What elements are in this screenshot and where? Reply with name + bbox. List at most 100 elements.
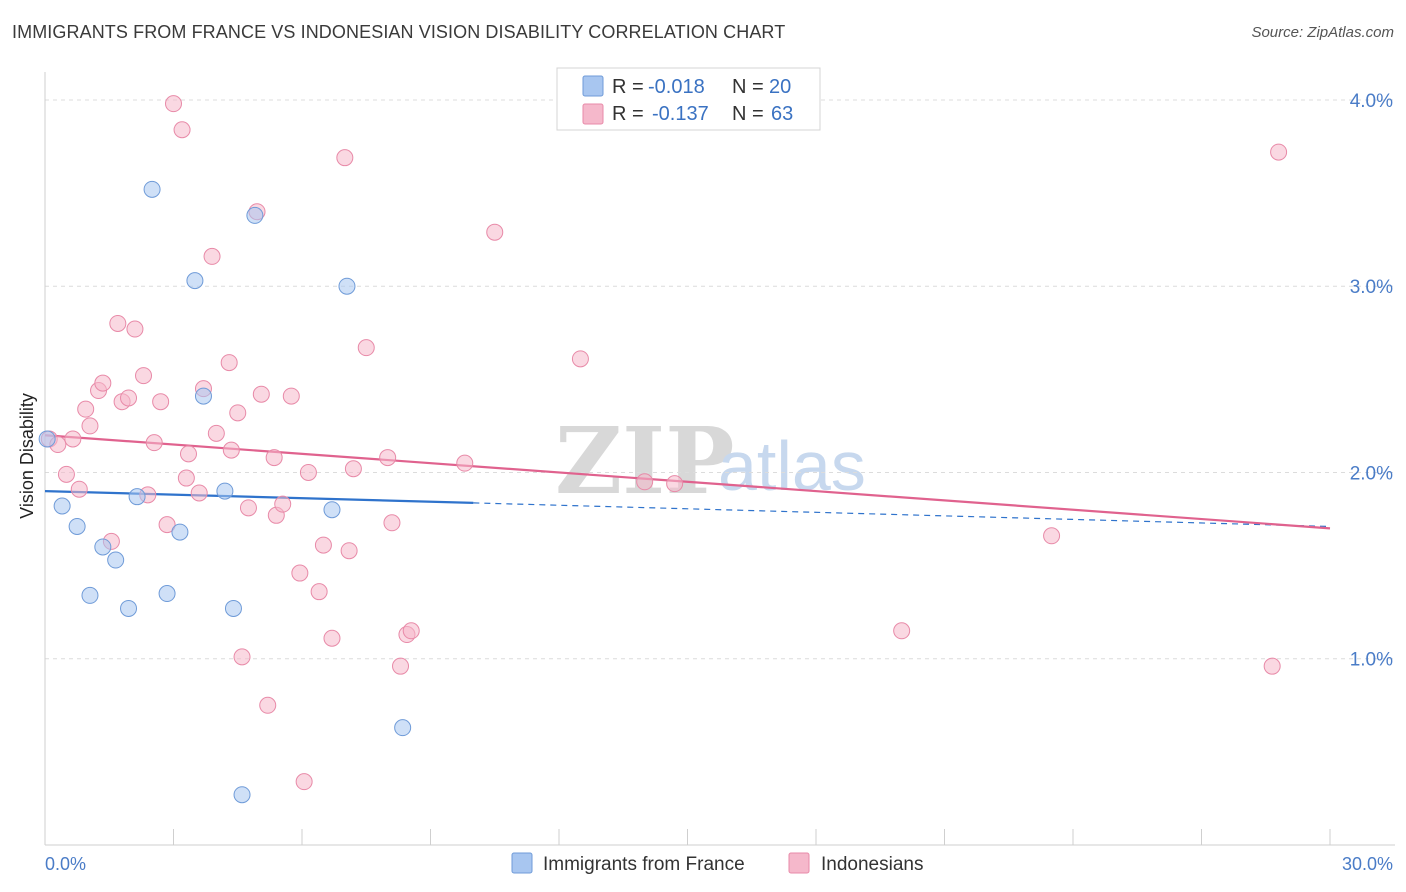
x-tick-label-min: 0.0% [45,854,86,874]
data-point-indonesians [126,320,144,338]
watermark-zip: ZIP [555,407,734,515]
legend-r-label-france: R = [612,76,644,98]
data-point-france [246,206,264,224]
data-point-indonesians [229,404,247,422]
data-point-indonesians [64,430,82,448]
data-point-indonesians [207,424,225,442]
axes [44,72,1395,846]
data-point-indonesians [1270,143,1288,161]
data-point-indonesians [94,374,112,392]
bottom-legend-label-indonesians: Indonesians [821,854,923,875]
data-point-france [158,585,176,603]
trend-lines [44,434,1331,530]
y-tick-label: 4.0% [1350,91,1393,112]
legend-swatch-indonesians [582,103,604,125]
data-point-france [394,719,412,737]
legend-r-value-indonesians: -0.137 [652,103,709,125]
data-point-indonesians [222,441,240,459]
legend-r-value-france: -0.018 [648,76,705,98]
data-point-france [216,482,234,500]
data-point-indonesians [177,469,195,487]
data-point-indonesians [310,583,328,601]
data-point-indonesians [282,387,300,405]
data-point-france [53,497,71,515]
legend-n-label-indonesians: N = [732,103,764,125]
data-point-indonesians [336,149,354,167]
data-point-indonesians [179,445,197,463]
data-point-france [233,786,251,804]
bottom-legend-swatch-indonesians [788,852,810,874]
data-point-indonesians [233,648,251,666]
data-point-indonesians [173,121,191,139]
data-point-indonesians [314,536,332,554]
y-tick-label: 3.0% [1350,277,1393,298]
data-point-indonesians [190,484,208,502]
data-point-france [94,538,112,556]
data-point-france [323,501,341,519]
source-label: Source: ZipAtlas.com [1251,24,1394,41]
data-point-indonesians [340,542,358,560]
data-point-indonesians [323,629,341,647]
data-point-indonesians [252,385,270,403]
data-point-indonesians [265,449,283,467]
data-point-france [120,599,138,617]
data-point-indonesians [295,773,313,791]
data-point-france [194,387,212,405]
data-point-indonesians [109,314,127,332]
data-point-indonesians [636,473,654,491]
y-tick-labels: 1.0% 2.0% 3.0% 4.0% [1350,91,1393,671]
data-point-france [224,599,242,617]
data-point-indonesians [666,475,684,493]
bottom-legend-label-france: Immigrants from France [543,854,745,875]
data-point-indonesians [259,696,277,714]
y-axis-label: Vision Disability [17,393,37,519]
data-point-indonesians [571,350,589,368]
legend-n-label-france: N = [732,76,764,98]
data-point-indonesians [220,354,238,372]
data-point-france [186,272,204,290]
chart-title: IMMIGRANTS FROM FRANCE VS INDONESIAN VIS… [12,22,786,42]
legend-n-value-france: 20 [769,76,791,98]
data-point-indonesians [152,393,170,411]
data-point-indonesians [402,622,420,640]
bottom-legend: Immigrants from France Indonesians [511,852,923,875]
data-point-indonesians [120,389,138,407]
data-point-indonesians [1043,527,1061,545]
data-point-indonesians [379,449,397,467]
data-point-france [143,180,161,198]
legend-swatch-france [582,75,604,97]
data-point-france [171,523,189,541]
data-point-indonesians [145,434,163,452]
y-tick-label: 1.0% [1350,650,1393,671]
data-point-indonesians [456,454,474,472]
data-point-france [68,517,86,535]
legend-r-label-indonesians: R = [612,103,644,125]
legend-n-value-indonesians: 63 [771,103,793,125]
data-point-france [81,586,99,604]
data-point-indonesians [893,622,911,640]
data-point-indonesians [274,495,292,513]
grid-lines [45,99,1395,660]
data-point-indonesians [357,339,375,357]
data-point-indonesians [299,463,317,481]
data-point-indonesians [57,465,75,483]
data-point-indonesians [77,400,95,418]
data-point-indonesians [383,514,401,532]
data-point-indonesians [239,499,257,517]
data-point-indonesians [486,223,504,241]
data-point-indonesians [344,460,362,478]
data-point-indonesians [291,564,309,582]
data-point-indonesians [70,480,88,498]
x-ticks [173,829,1331,845]
data-point-indonesians [81,417,99,435]
scatter-points [38,95,1288,804]
trend-line-solid-0 [44,489,474,504]
bottom-legend-swatch-france [511,852,533,874]
data-point-indonesians [1263,657,1281,675]
trend-line-1 [44,434,1331,530]
data-point-indonesians [135,367,153,385]
data-point-france [38,430,56,448]
data-point-indonesians [158,516,176,534]
data-point-indonesians [203,247,221,265]
